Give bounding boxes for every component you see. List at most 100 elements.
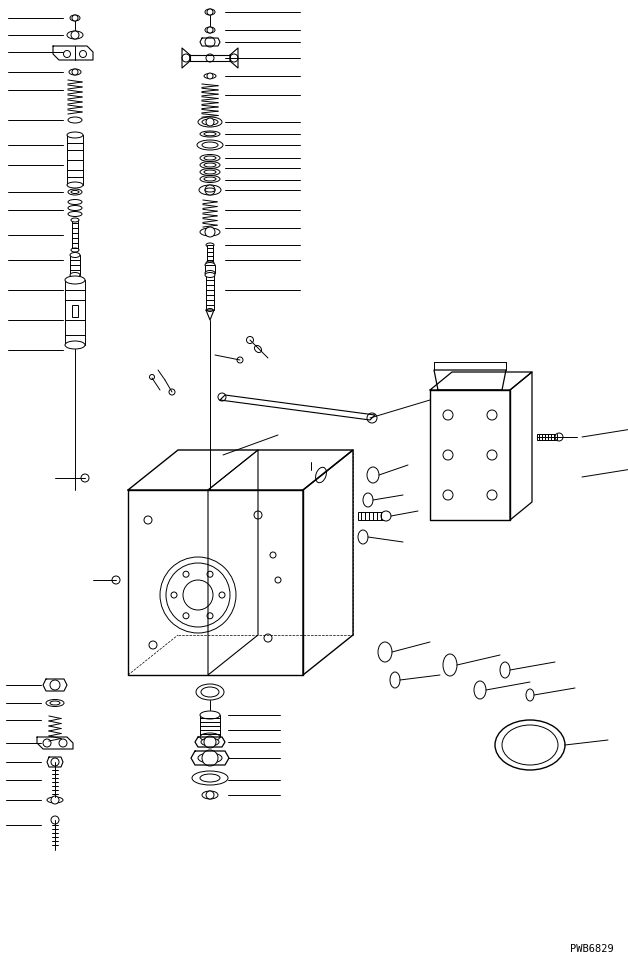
Circle shape [81,474,89,482]
Circle shape [487,410,497,420]
Ellipse shape [200,774,220,782]
Circle shape [205,37,215,47]
Ellipse shape [200,168,220,176]
Ellipse shape [71,190,79,193]
Ellipse shape [204,73,216,78]
Bar [358,512,386,520]
Circle shape [71,31,79,39]
Bar [200,715,220,737]
Circle shape [207,73,213,79]
Circle shape [230,54,238,62]
Circle shape [160,557,236,633]
Circle shape [443,450,453,460]
Ellipse shape [202,142,218,148]
Ellipse shape [69,69,81,75]
Circle shape [183,571,189,578]
Circle shape [237,357,243,363]
Bar [65,280,85,345]
Circle shape [43,739,51,747]
Ellipse shape [200,131,220,137]
Ellipse shape [70,252,80,258]
Bar [72,305,78,317]
Ellipse shape [67,132,83,138]
Ellipse shape [198,753,222,763]
Bar [72,220,78,250]
Text: PWB6829: PWB6829 [570,944,614,954]
Ellipse shape [46,699,64,706]
Circle shape [205,185,215,195]
Ellipse shape [381,511,391,521]
Ellipse shape [358,530,368,544]
Ellipse shape [495,720,565,770]
Circle shape [149,641,157,649]
Circle shape [206,118,214,126]
Bar [207,245,213,263]
Ellipse shape [205,188,215,192]
Ellipse shape [68,189,82,195]
Ellipse shape [204,177,216,181]
Circle shape [72,69,78,75]
Circle shape [443,410,453,420]
Ellipse shape [71,248,79,252]
Ellipse shape [315,468,327,483]
Ellipse shape [500,662,510,678]
Circle shape [207,27,213,33]
Bar [67,135,83,185]
Ellipse shape [526,689,534,701]
Ellipse shape [555,433,563,441]
Circle shape [51,816,59,824]
Bar [537,434,559,440]
Circle shape [149,375,154,380]
Ellipse shape [205,272,215,277]
Circle shape [487,450,497,460]
Circle shape [171,592,177,598]
Circle shape [264,634,272,642]
Circle shape [218,393,226,401]
Ellipse shape [204,170,216,174]
Circle shape [112,576,120,584]
Ellipse shape [200,711,220,719]
Ellipse shape [71,218,79,222]
Ellipse shape [204,163,216,167]
Circle shape [63,50,70,58]
Circle shape [72,15,78,21]
Ellipse shape [204,156,216,160]
Circle shape [443,490,453,500]
Ellipse shape [205,270,215,275]
Bar [206,275,214,310]
Ellipse shape [200,161,220,168]
Ellipse shape [68,206,82,211]
Circle shape [206,791,214,799]
Ellipse shape [197,140,223,150]
Circle shape [205,227,215,237]
Ellipse shape [192,771,228,785]
Ellipse shape [474,681,486,699]
Circle shape [202,750,218,766]
Circle shape [51,796,59,804]
Ellipse shape [65,276,85,284]
Ellipse shape [367,467,379,483]
Ellipse shape [67,182,83,188]
Ellipse shape [70,15,80,21]
Ellipse shape [196,684,224,700]
Ellipse shape [201,738,219,746]
Ellipse shape [68,200,82,205]
Ellipse shape [200,155,220,161]
Circle shape [367,413,377,423]
Ellipse shape [205,27,215,33]
Ellipse shape [443,654,457,676]
Circle shape [207,9,213,15]
Ellipse shape [198,117,222,127]
Ellipse shape [207,308,213,311]
Circle shape [144,516,152,524]
Bar [205,265,215,273]
Ellipse shape [68,117,82,123]
Circle shape [270,552,276,558]
Ellipse shape [67,31,83,39]
Ellipse shape [200,176,220,183]
Ellipse shape [200,733,220,741]
Ellipse shape [206,261,214,265]
Circle shape [206,54,214,62]
Circle shape [182,54,190,62]
Bar [70,255,80,275]
